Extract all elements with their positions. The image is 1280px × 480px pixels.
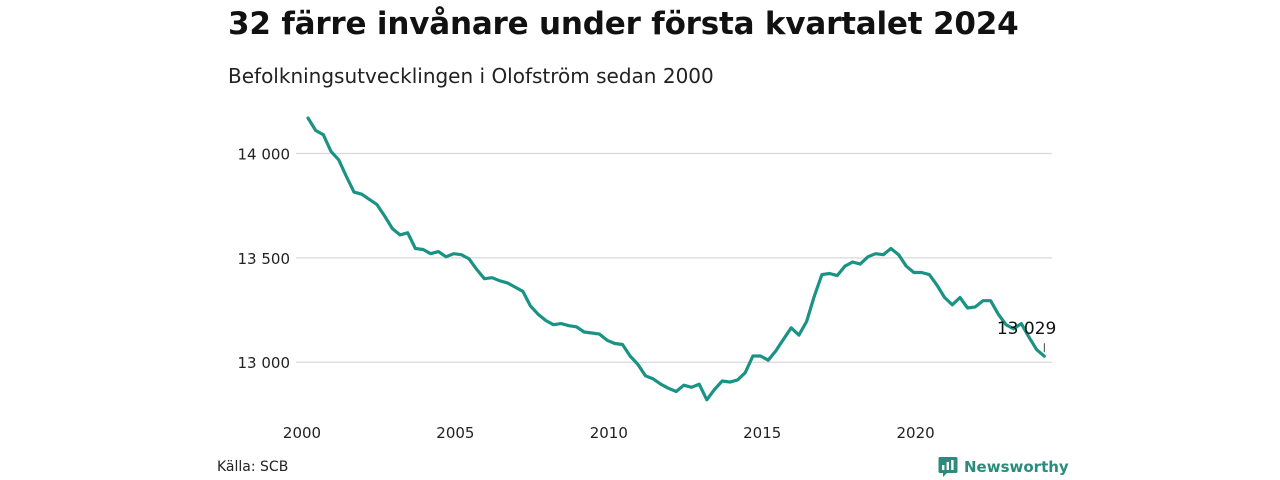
grid-lines [296, 152, 1052, 363]
series-layer [306, 116, 1046, 402]
x-axis: 2000 2005 2010 2015 2020 [283, 424, 935, 442]
y-axis: 13 000 13 500 14 000 [238, 145, 291, 372]
chart-title: 32 färre invånare under första kvartalet… [228, 6, 1019, 42]
chart-subtitle: Befolkningsutvecklingen i Olofström seda… [228, 64, 714, 88]
x-tick-label: 2010 [590, 424, 628, 442]
y-tick-label: 13 000 [238, 354, 291, 372]
x-tick-label: 2015 [743, 424, 781, 442]
x-tick-label: 2000 [283, 424, 321, 442]
annotation-layer: 13 029 [997, 319, 1056, 353]
annotation-label: 13 029 [997, 319, 1056, 339]
y-tick-label: 14 000 [238, 145, 291, 163]
y-tick-label: 13 500 [238, 250, 291, 268]
x-tick-label: 2020 [897, 424, 935, 442]
brand-logo: Newsworthy [938, 456, 1069, 478]
brand-name: Newsworthy [964, 458, 1069, 476]
bar-chart-icon [938, 457, 958, 477]
series-line [306, 116, 1046, 402]
source-note: Källa: SCB [217, 459, 289, 475]
x-tick-label: 2005 [436, 424, 474, 442]
